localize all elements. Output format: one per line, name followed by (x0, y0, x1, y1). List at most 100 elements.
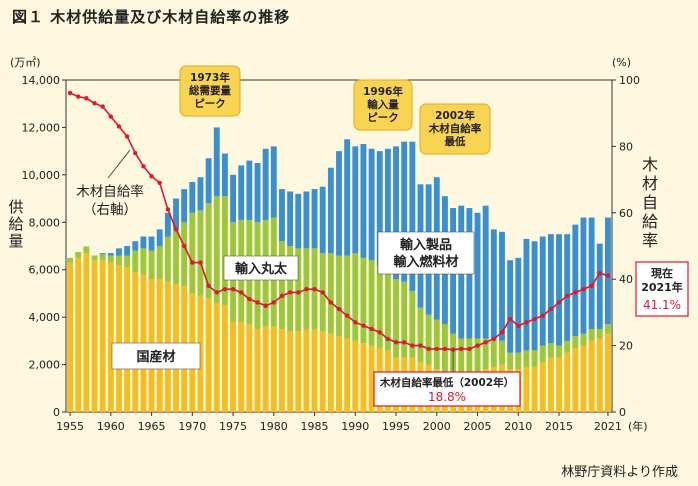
bar-domestic (531, 366, 538, 412)
rate-point (581, 286, 586, 292)
bar-domestic (67, 262, 74, 412)
bar-imported-products (319, 186, 326, 254)
bar-domestic (295, 331, 302, 412)
bar-imported-logs (539, 345, 546, 363)
bar-imported-products (531, 241, 538, 351)
label-imported-products-box (377, 231, 475, 275)
bar-imported-logs (75, 251, 82, 258)
bar-domestic (197, 295, 204, 412)
bar-imported-logs (91, 255, 98, 261)
bar-imported-logs (572, 336, 579, 348)
bar-imported-products (604, 217, 611, 325)
bar-imported-logs (287, 246, 294, 332)
rate-point (410, 343, 415, 348)
bar-domestic (279, 329, 285, 412)
bar-domestic (539, 362, 546, 412)
rate-point (320, 290, 325, 295)
bar-imported-products (295, 193, 302, 249)
y-left-tick-label: 10,000 (22, 169, 61, 182)
rate-point (190, 260, 195, 265)
rate-point (279, 293, 285, 298)
rate-point (230, 286, 236, 292)
rate-point (222, 286, 228, 292)
bar-imported-products (205, 158, 212, 204)
callout-peak-1973-box (179, 65, 241, 117)
bar-domestic (596, 338, 603, 412)
rate-point (467, 346, 472, 352)
bar-imported-products (148, 236, 155, 251)
y-left-tick-label: 8,000 (29, 216, 61, 229)
y-left-tick-label: 2,000 (29, 359, 61, 372)
x-tick-label: 2000 (423, 420, 451, 433)
callout-min-2002-box (419, 103, 491, 155)
bar-domestic (588, 340, 595, 412)
rate-point (255, 300, 260, 305)
bar-imported-products (344, 139, 351, 256)
bar-imported-logs (148, 250, 155, 280)
bar-imported-logs (556, 345, 562, 358)
rate-point (385, 336, 391, 342)
bar-imported-products (384, 148, 391, 268)
y-right-tick-label: 80 (619, 140, 633, 153)
current-box-title: 現在 2021年 (641, 266, 683, 294)
bar-imported-products (140, 236, 147, 249)
bar-imported-products (197, 177, 204, 211)
bar-imported-products (221, 153, 228, 197)
bar-imported-products (262, 148, 269, 220)
bar-imported-products (596, 243, 603, 329)
bar-imported-logs (99, 254, 106, 261)
x-tick-label: 1980 (260, 420, 288, 433)
rate-point (173, 227, 179, 232)
rate-point (450, 347, 456, 352)
bar-imported-logs (458, 338, 465, 375)
bar-imported-logs (360, 257, 367, 344)
bar-imported-logs (352, 253, 359, 341)
rate-point (393, 340, 399, 345)
bar-imported-logs (564, 340, 571, 353)
bar-imported-products (393, 146, 399, 280)
bar-imported-products (189, 181, 196, 213)
rate-point (369, 326, 374, 332)
x-tick-label: 1975 (219, 420, 247, 433)
bar-imported-products (311, 189, 318, 249)
bar-domestic (564, 352, 571, 412)
bar-imported-logs (336, 255, 342, 337)
label-imported-logs-box (223, 255, 299, 281)
bar-domestic (213, 302, 220, 412)
bar-domestic (319, 331, 326, 412)
bar-imported-products (132, 241, 139, 251)
rate-point (116, 124, 122, 129)
bar-imported-products (515, 257, 522, 353)
bar-domestic (262, 326, 269, 412)
bar-imported-products (270, 146, 277, 218)
bar-domestic (303, 329, 310, 412)
bar-domestic (368, 345, 375, 412)
bar-imported-logs (425, 314, 432, 365)
x-tick-label: 1955 (56, 420, 84, 433)
rate-point (296, 290, 301, 295)
bar-imported-products (499, 231, 505, 341)
bar-imported-logs (83, 246, 90, 254)
bar-imported-logs (596, 329, 603, 339)
bar-imported-products (173, 198, 179, 230)
callout-peak-1996-box (353, 79, 413, 131)
bar-imported-products (213, 127, 220, 197)
bar-imported-products (564, 234, 571, 341)
label-rate: 木材自給率（右軸） (76, 183, 144, 218)
bar-imported-products (230, 174, 236, 223)
bar-imported-products (181, 189, 188, 223)
rate-point (548, 306, 554, 312)
bar-imported-products (352, 146, 359, 254)
rate-point (344, 313, 350, 318)
bar-domestic (287, 331, 294, 412)
bar-imported-logs (344, 255, 351, 339)
bar-imported-logs (181, 222, 188, 287)
bar-imported-products (539, 236, 546, 346)
rate-point (442, 346, 448, 352)
bar-domestic (580, 345, 587, 412)
figure-title: 図１ 木材供給量及び木材自給率の推移 (12, 8, 291, 26)
x-tick-label: 2005 (464, 420, 492, 433)
bar-imported-logs (205, 203, 212, 299)
rate-point (540, 313, 545, 318)
